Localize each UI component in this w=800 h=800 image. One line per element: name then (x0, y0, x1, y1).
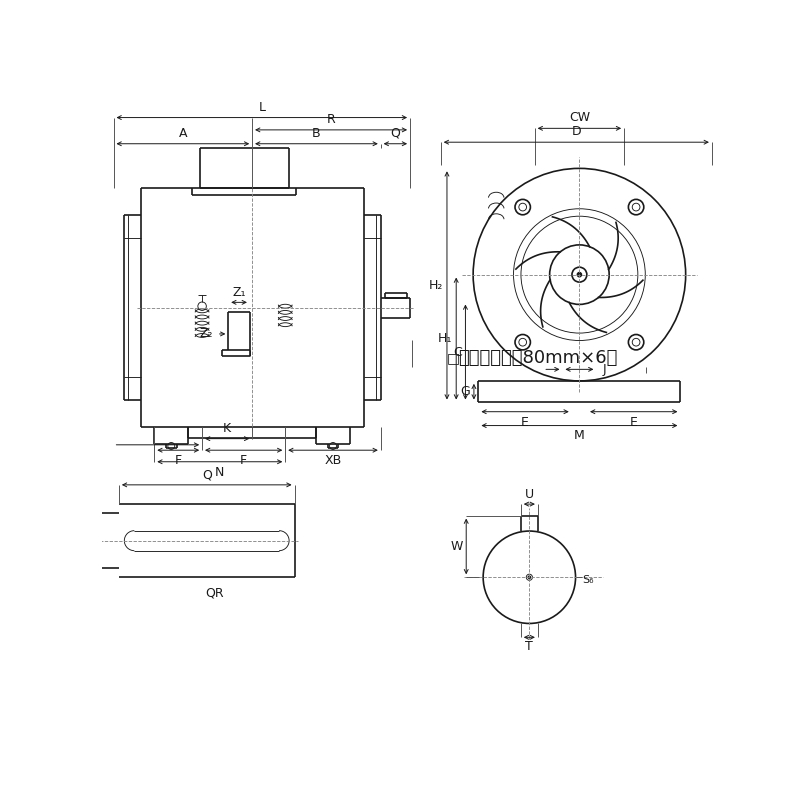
Text: E: E (521, 415, 529, 429)
Text: G: G (460, 385, 470, 398)
Text: T: T (526, 640, 534, 654)
Text: J: J (602, 363, 606, 376)
Text: H₁: H₁ (438, 332, 452, 345)
Text: H₂: H₂ (429, 279, 443, 292)
Text: CW: CW (569, 111, 590, 125)
Text: W: W (450, 540, 463, 553)
Text: XB: XB (324, 454, 342, 467)
Text: F: F (174, 454, 182, 467)
Text: D: D (571, 126, 581, 138)
Text: 口出し線長　80mm×6本: 口出し線長 80mm×6本 (458, 349, 617, 366)
Text: L: L (258, 101, 266, 114)
Text: F: F (240, 454, 247, 467)
Text: A: A (178, 127, 187, 140)
Text: N: N (215, 466, 225, 478)
Text: Q: Q (390, 127, 400, 140)
Text: B: B (312, 127, 321, 140)
Text: □: □ (447, 350, 460, 365)
Text: K: K (223, 422, 231, 435)
Text: R: R (326, 113, 335, 126)
Text: E: E (630, 415, 638, 429)
Text: U: U (525, 488, 534, 501)
Text: Z₂: Z₂ (199, 327, 213, 341)
Text: Q: Q (202, 468, 212, 481)
Text: S₆: S₆ (582, 575, 594, 586)
Text: Z₁: Z₁ (232, 286, 246, 299)
Text: M: M (574, 430, 585, 442)
Text: C: C (453, 346, 462, 358)
Text: QR: QR (205, 586, 224, 599)
Circle shape (578, 273, 582, 277)
Circle shape (528, 576, 530, 578)
